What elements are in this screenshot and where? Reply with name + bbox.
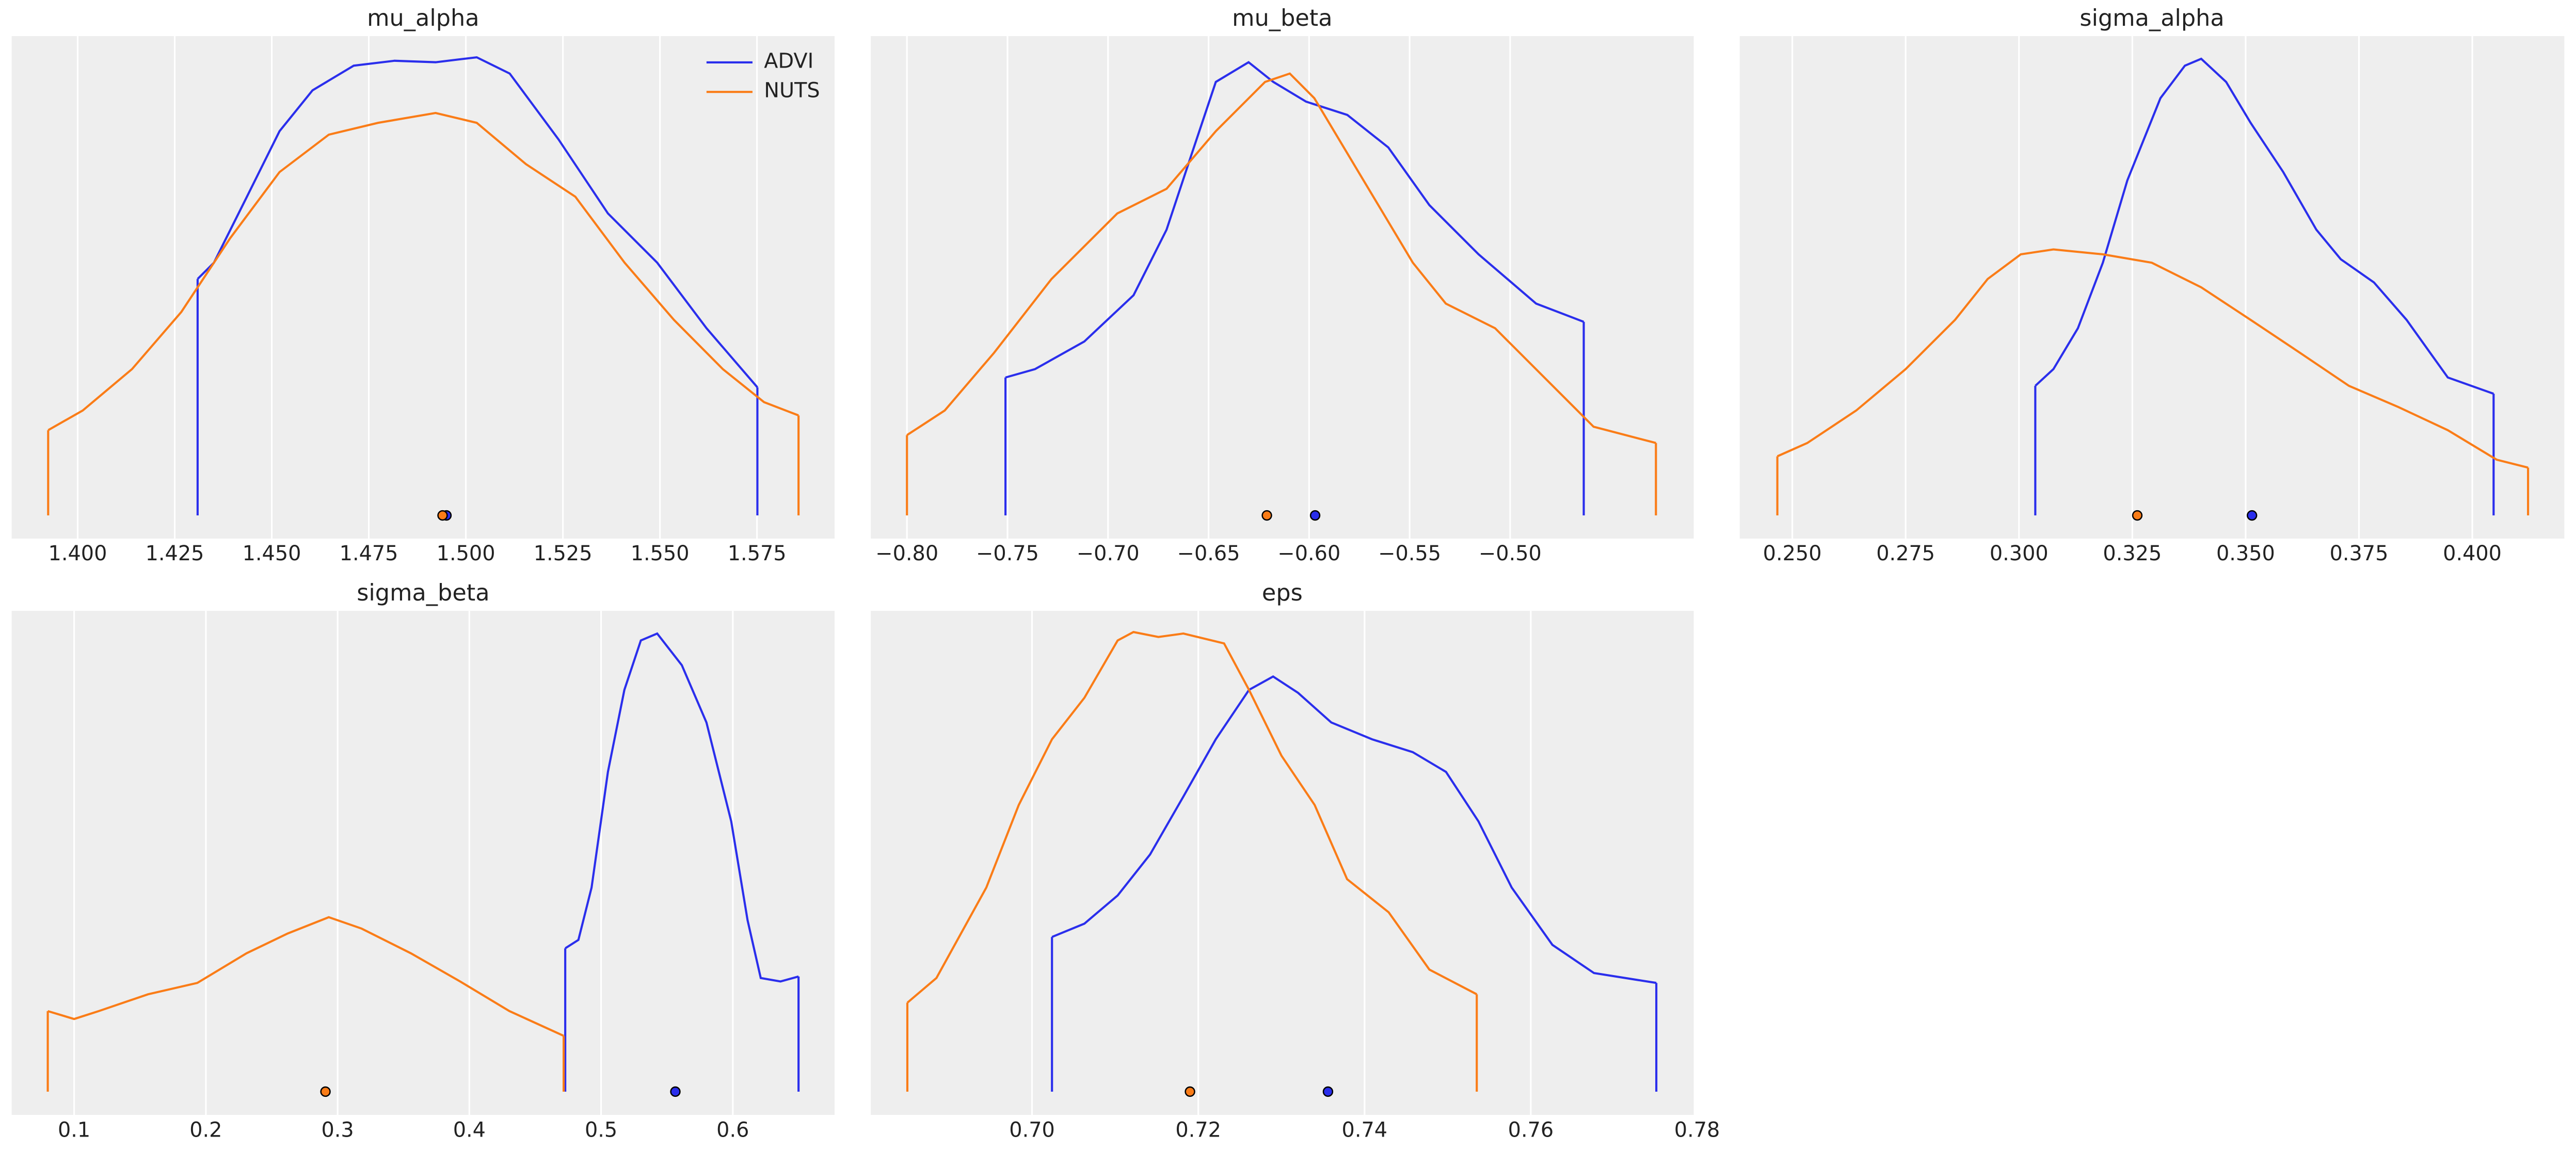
x-tick-label: 0.74 xyxy=(1342,1118,1388,1142)
density-line xyxy=(906,630,1478,1004)
panel-title: sigma_beta xyxy=(357,579,489,606)
x-tick-label: 1.575 xyxy=(728,542,787,565)
x-tick-label: 0.70 xyxy=(1009,1118,1055,1142)
density-line xyxy=(2034,57,2494,395)
x-tick-label: 1.525 xyxy=(534,542,593,565)
plot-area xyxy=(11,610,835,1115)
x-tick-label: 1.400 xyxy=(49,542,107,565)
x-tick-label: 0.300 xyxy=(1990,542,2049,565)
x-tick-label: 1.500 xyxy=(437,542,495,565)
plot-area xyxy=(11,36,835,539)
panel: mu_beta −0.80 −0.75 −0.70 −0.65 −0.60 −0.55 −0.… xyxy=(871,5,1694,565)
x-tick-label: 0.350 xyxy=(2216,542,2275,565)
x-tick-label: 0.2 xyxy=(189,1118,222,1142)
panel-title: sigma_alpha xyxy=(2079,5,2224,31)
plot-area xyxy=(1739,36,2565,539)
point-estimate xyxy=(1261,510,1272,521)
x-tick-label: 0.375 xyxy=(2330,542,2389,565)
x-tick-label: 0.76 xyxy=(1508,1118,1554,1142)
panel: sigma_alpha 0.250 0.275 0.300 0.325 0.350 0.37… xyxy=(1739,5,2565,565)
x-tick-label: 0.3 xyxy=(321,1118,354,1142)
point-estimate xyxy=(670,1086,681,1097)
x-tick-label: −0.70 xyxy=(1077,542,1140,565)
x-tick-label: −0.65 xyxy=(1177,542,1240,565)
density-line xyxy=(47,916,564,1037)
x-tick-label: 1.550 xyxy=(631,542,690,565)
panel-title: mu_alpha xyxy=(367,5,479,31)
density-line xyxy=(1051,675,1657,984)
panel-title: mu_beta xyxy=(1232,5,1332,31)
point-estimate xyxy=(1185,1086,1195,1097)
x-tick-label: 0.1 xyxy=(58,1118,90,1142)
panel: mu_alpha 1.400 1.425 1.450 1.475 1.500 1.525 1.… xyxy=(11,5,835,565)
x-tick-label: 1.450 xyxy=(243,542,301,565)
density-line xyxy=(565,632,799,983)
panel: sigma_beta 0.1 0.2 0.3 0.4 0.5 0.6 xyxy=(11,579,835,1142)
x-tick-label: −0.75 xyxy=(976,542,1039,565)
x-tick-label: 1.425 xyxy=(146,542,204,565)
x-tick-label: −0.50 xyxy=(1479,542,1542,565)
x-tick-label: −0.80 xyxy=(875,542,938,565)
plot-area xyxy=(871,36,1694,539)
x-tick-label: 1.475 xyxy=(340,542,398,565)
x-tick-label: 0.275 xyxy=(1876,542,1935,565)
x-tick-label: 0.72 xyxy=(1175,1118,1221,1142)
x-tick-label: 0.325 xyxy=(2103,542,2162,565)
x-tick-label: 0.5 xyxy=(585,1118,617,1142)
density-line xyxy=(1005,61,1585,379)
x-tick-label: −0.55 xyxy=(1378,542,1441,565)
panel: eps 0.70 0.72 0.74 0.76 0.78 xyxy=(871,579,1720,1142)
panel-title: eps xyxy=(1262,579,1303,606)
point-estimate xyxy=(320,1086,331,1097)
point-estimate xyxy=(437,510,448,521)
legend-label: ADVI xyxy=(764,49,813,73)
density-line xyxy=(1777,248,2529,469)
x-tick-label: 0.250 xyxy=(1763,542,1822,565)
plot-area xyxy=(871,610,1694,1115)
point-estimate xyxy=(2132,510,2143,521)
legend-label: NUTS xyxy=(764,79,820,103)
density-line xyxy=(47,111,799,431)
x-tick-label: 0.400 xyxy=(2443,542,2502,565)
density-line xyxy=(906,72,1656,444)
x-tick-label: 0.78 xyxy=(1674,1118,1720,1142)
density-line xyxy=(197,56,758,388)
point-estimate xyxy=(2247,510,2258,521)
point-estimate xyxy=(1309,510,1321,521)
point-estimate xyxy=(1322,1086,1334,1097)
x-tick-label: 0.6 xyxy=(716,1118,749,1142)
x-tick-label: −0.60 xyxy=(1277,542,1340,565)
x-tick-label: 0.4 xyxy=(453,1118,486,1142)
